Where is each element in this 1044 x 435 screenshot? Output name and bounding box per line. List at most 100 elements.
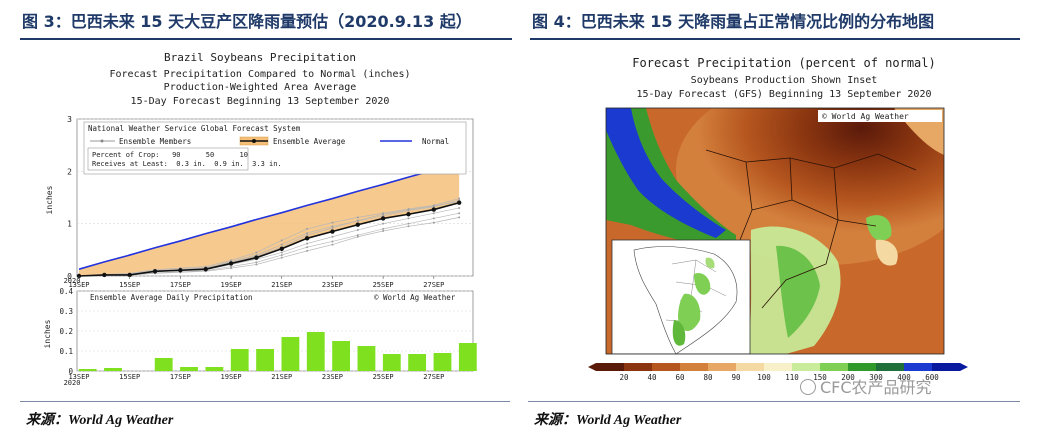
legend-members-dot (100, 139, 104, 143)
map-credit: © World Ag Weather (822, 112, 909, 121)
daily-precip-bar (154, 358, 173, 371)
top-y-tick-label: 2 (67, 167, 72, 176)
top-y-axis-label: inches (45, 185, 54, 214)
map-credit-bg (818, 110, 942, 122)
daily-precip-bar (357, 346, 376, 371)
daily-precip-bar (306, 332, 325, 371)
percentile-row-1: Percent of Crop: 90 50 10 (92, 151, 248, 159)
bottom-x-year: 2020 (64, 379, 81, 387)
colorbar-left-arrow (588, 363, 596, 371)
map-subtitle-2: 15-Day Forecast (GFS) Beginning 13 Septe… (636, 89, 931, 100)
avg-point (254, 255, 259, 260)
map-title: Forecast Precipitation (percent of norma… (632, 56, 935, 70)
colorbar-segment (848, 363, 877, 371)
bottom-y-ticks: 0 0.1 0.2 0.3 0.4 (59, 287, 73, 376)
top-x-tick-label: 17SEP (170, 281, 191, 289)
daily-precip-bar (256, 349, 274, 371)
bottom-credit: © World Ag Weather (374, 293, 456, 302)
map-frame (605, 107, 945, 355)
member-point (407, 209, 410, 212)
colorbar-tick-label: 300 (869, 373, 883, 382)
top-x-tick-label: 19SEP (221, 281, 242, 289)
bottom-x-tick-label: 25SEP (373, 373, 394, 381)
colorbar-tick-label: 110 (785, 373, 799, 382)
daily-precip-bar (332, 341, 351, 371)
colorbar-segment (736, 363, 765, 371)
colorbar-segment (820, 363, 849, 371)
member-point (331, 243, 334, 246)
bottom-x-tick-label: 13SEP (68, 373, 89, 381)
member-point (280, 251, 283, 254)
daily-precip-bar (104, 368, 122, 371)
daily-precip-bar (433, 353, 452, 371)
bottom-x-tick-label: 23SEP (322, 373, 343, 381)
inner-title: National Weather Service Global Forecast… (88, 124, 301, 133)
avg-point (456, 200, 462, 205)
top-x-tick-label: 27SEP (423, 281, 444, 289)
member-point (331, 226, 334, 229)
left-source: 来源：World Ag Weather (26, 413, 174, 428)
top-x-tick-label: 15SEP (119, 281, 140, 289)
colorbar-tick-label: 20 (619, 373, 629, 382)
left-chart-subtitle-3: 15-Day Forecast Beginning 13 September 2… (131, 96, 390, 107)
avg-point (228, 261, 234, 266)
pacific-very-wet-region (606, 108, 726, 238)
daily-precip-bar (180, 367, 198, 371)
colorbar-segment (652, 363, 681, 371)
left-chart-subtitle-2: Production-Weighted Area Average (164, 82, 357, 93)
avg-point (279, 246, 284, 251)
percentile-box (87, 147, 249, 171)
top-y-tick-label: 3 (67, 115, 72, 124)
member-point (432, 204, 435, 207)
bottom-y-tick-label: 0 (68, 367, 73, 376)
member-point (356, 235, 359, 238)
member-line (78, 198, 460, 277)
top-x-tick-label: 23SEP (322, 281, 343, 289)
avg-point (380, 216, 386, 221)
colorbar-ticks: 20 40 60 80 90 100 110 150 200 300 400 600 (619, 373, 939, 382)
bottom-y-tick-label: 0.1 (59, 347, 73, 356)
member-point (331, 240, 334, 243)
member-point (458, 212, 461, 215)
daily-precip-bar (205, 367, 224, 371)
colorbar-segment (624, 363, 653, 371)
top-y-tick-label: 0 (67, 272, 72, 281)
member-point (255, 261, 258, 264)
left-figure-title: 图 3：巴西未来 15 天大豆产区降雨量预估（2020.9.13 起） (22, 12, 472, 31)
daily-precip-bar (408, 354, 427, 371)
avg-point (127, 272, 132, 278)
member-point (280, 254, 283, 257)
daily-precip-bar (281, 337, 300, 371)
bottom-y-tick-label: 0.3 (59, 307, 73, 316)
colorbar-tick-label: 100 (757, 373, 771, 382)
member-point (432, 217, 435, 220)
colorbar-tick-label: 90 (731, 373, 741, 382)
avg-point (355, 222, 360, 227)
avg-point (178, 268, 183, 273)
top-y-ticks: 0 1 2 3 (67, 115, 72, 281)
member-point (331, 225, 334, 228)
state-borders (705, 149, 917, 309)
map-subtitle-1: Soybeans Production Shown Inset (691, 75, 878, 86)
south-wet-region (776, 245, 820, 338)
member-point (382, 222, 385, 225)
inset-production-4 (705, 257, 715, 269)
left-chart-subtitle-1: Forecast Precipitation Compared to Norma… (109, 69, 410, 80)
bottom-x-ticks: 13SEP 15SEP 17SEP 19SEP 21SEP 23SEP 25SEP 27SEP (68, 373, 444, 381)
member-point (306, 227, 309, 230)
top-x-tick-label: 13SEP (68, 281, 89, 289)
avg-point (304, 236, 310, 241)
legend-avg-label: Ensemble Average (273, 137, 346, 146)
member-point (432, 221, 435, 224)
colorbar-tick-label: 150 (813, 373, 827, 382)
east-wet-spot (866, 215, 892, 241)
colorbar-segment (596, 363, 625, 371)
legend-normal-label: Normal (422, 137, 449, 146)
bottom-x-tick-label: 15SEP (119, 373, 140, 381)
colorbar-tick-label: 400 (897, 373, 911, 382)
top-x-year: 2020 (64, 277, 81, 285)
member-point (331, 235, 334, 238)
colorbar-segment (764, 363, 793, 371)
member-point (255, 263, 258, 266)
watermark: CFC农产品研究 (800, 374, 932, 398)
